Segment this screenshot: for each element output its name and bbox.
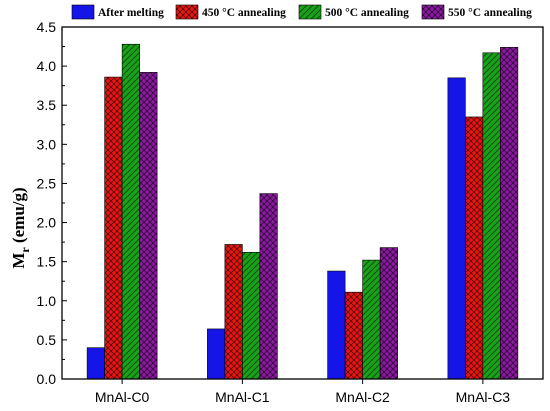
bar-MnAl-C1-series-1: [207, 328, 226, 380]
y-tick-label-9: 4.0: [37, 58, 57, 74]
bar-MnAl-C3-series-3: [482, 52, 501, 380]
y-tick-label-10: 4.5: [37, 19, 57, 35]
x-tick-label-2: MnAl-C1: [215, 389, 270, 405]
plot-area: MnAl-C0 MnAl-C1 MnAl-C2 MnAl-C3 0.0 0.5 1.0 1.5…: [37, 19, 544, 405]
bar-MnAl-C0-series-1: [86, 347, 105, 380]
y-tick-label-1: 0.0: [37, 371, 57, 387]
bar-MnAl-C1-series-4: [259, 193, 278, 380]
legend-label-2: 450 °C annealing: [202, 7, 286, 19]
x-tick-label-1: MnAl-C0: [95, 389, 150, 405]
y-tick-label-6: 2.5: [37, 175, 57, 191]
legend-swatch-2: [175, 4, 199, 20]
bar-MnAl-C1-series-2: [224, 244, 243, 380]
legend-label-4: 550 °C annealing: [448, 7, 532, 19]
y-tick-label-4: 1.5: [37, 254, 57, 270]
legend-swatch-1: [71, 4, 95, 20]
bar-MnAl-C2-series-2: [344, 291, 363, 380]
y-axis-title-sub: r: [18, 247, 32, 253]
y-axis-title-rest: (emu/g): [9, 187, 28, 247]
y-tick-label-5: 2.0: [37, 215, 57, 231]
legend-swatch-4: [421, 4, 445, 20]
y-tick-label-7: 3.0: [37, 136, 57, 152]
bar-MnAl-C3-series-2: [465, 116, 484, 380]
y-tick-label-3: 1.0: [37, 293, 57, 309]
y-tick-label-8: 3.5: [37, 97, 57, 113]
bar-MnAl-C2-series-3: [362, 259, 381, 380]
legend-swatch-3: [298, 4, 322, 20]
bar-MnAl-C0-series-3: [121, 43, 140, 380]
bar-MnAl-C3-series-4: [500, 47, 519, 380]
legend-label-1: After melting: [98, 7, 164, 19]
y-axis-title: Mr (emu/g): [9, 187, 32, 268]
legend: After melting 450 °C annealing 500 °C anne…: [71, 4, 532, 20]
y-tick-label-2: 0.5: [37, 332, 57, 348]
bar-MnAl-C0-series-2: [104, 76, 123, 380]
legend-label-3: 500 °C annealing: [325, 7, 409, 19]
bar-MnAl-C2-series-4: [379, 247, 398, 380]
bar-MnAl-C1-series-3: [242, 251, 261, 380]
bar-MnAl-C3-series-1: [447, 77, 466, 380]
x-tick-label-3: MnAl-C2: [335, 389, 390, 405]
bar-MnAl-C2-series-1: [327, 270, 346, 380]
y-axis-title-main: M: [9, 253, 28, 269]
x-tick-label-4: MnAl-C3: [456, 389, 511, 405]
bar-MnAl-C0-series-4: [139, 72, 158, 380]
